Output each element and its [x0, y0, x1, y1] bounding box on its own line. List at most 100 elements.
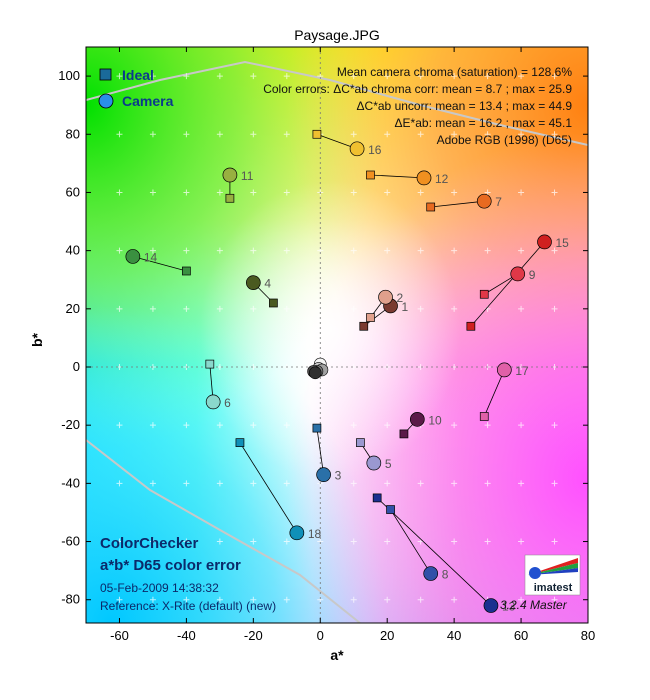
grid-plus [518, 247, 525, 254]
grid-plus [116, 189, 123, 196]
x-axis-ticks: -60 -40 -20 0 20 40 60 80 [110, 47, 595, 643]
grid-plus [551, 596, 558, 603]
grid-plus [149, 422, 156, 429]
ideal-point-5 [356, 438, 365, 447]
camera-point-18 [289, 525, 305, 541]
grid-plus [149, 73, 156, 80]
ideal-point-4 [269, 298, 278, 308]
grid-plus [350, 189, 357, 196]
grid-plus [283, 538, 290, 545]
grid-plus [350, 73, 357, 80]
grid-plus [451, 538, 458, 545]
grid-plus [417, 247, 424, 254]
grid-plus [484, 538, 491, 545]
grid-plus [149, 596, 156, 603]
grid-plus [216, 189, 223, 196]
grid-plus [350, 131, 357, 138]
version-label: 3.2.4 Master [500, 598, 568, 612]
camera-point-3 [316, 467, 331, 482]
gamut-boundary-bottom [86, 439, 361, 623]
info-line-3: ΔC*ab uncorr: mean = 13.4 ; max = 44.9 [357, 99, 573, 113]
grid-plus [350, 422, 357, 429]
grid-plus [183, 73, 190, 80]
grid-plus [149, 247, 156, 254]
camera-point-17 [496, 362, 512, 378]
grid-plus [216, 538, 223, 545]
grid-plus [283, 305, 290, 312]
ideal-point-15 [466, 321, 476, 331]
grid-plus [250, 596, 257, 603]
grid-plus [551, 480, 558, 487]
y-tick-label: 80 [66, 126, 80, 141]
grid-plus [451, 596, 458, 603]
grid-plus [350, 247, 357, 254]
grid-plus [216, 480, 223, 487]
grid-plus [183, 305, 190, 312]
grid-plus [518, 189, 525, 196]
patch-label-10: 10 [428, 413, 442, 427]
error-line-8 [390, 509, 432, 574]
grid-plus [216, 305, 223, 312]
legend-camera-marker [98, 93, 114, 109]
y-tick-label: -20 [61, 417, 80, 432]
grid-plus [116, 305, 123, 312]
grid-plus [551, 189, 558, 196]
grid-plus [484, 189, 491, 196]
grid-plus [116, 480, 123, 487]
x-tick-label: 80 [581, 628, 595, 643]
patch-label-2: 2 [397, 291, 404, 305]
grid-plus [283, 422, 290, 429]
error-line-17 [483, 369, 505, 417]
grid-plus [451, 480, 458, 487]
x-tick-label: 40 [447, 628, 461, 643]
camera-point-2 [378, 289, 393, 305]
camera-point-7 [476, 193, 492, 209]
grid-plus [350, 305, 357, 312]
patch-label-1: 1 [402, 300, 409, 314]
grid-plus [283, 596, 290, 603]
grid-plus [183, 538, 190, 545]
grid-plus [451, 305, 458, 312]
error-line-14 [132, 256, 187, 272]
legend: Ideal Camera [98, 67, 174, 109]
camera-point-6 [205, 394, 221, 410]
grid-plus [551, 247, 558, 254]
grid-plus [551, 538, 558, 545]
grid-plus [216, 422, 223, 429]
y-tick-label: 20 [66, 301, 80, 316]
grid-plus [250, 305, 257, 312]
y-tick-label: 60 [66, 184, 80, 199]
x-tick-label: -60 [110, 628, 129, 643]
ideal-point-2 [366, 313, 375, 322]
grid-plus [484, 247, 491, 254]
ideal-point-6 [205, 359, 215, 369]
grid-plus [551, 131, 558, 138]
chart-title: Paysage.JPG [294, 27, 380, 43]
grid-plus [283, 189, 290, 196]
legend-ideal-label: Ideal [122, 67, 154, 83]
camera-point-10 [409, 412, 425, 427]
legend-camera-label: Camera [122, 93, 174, 109]
grid-plus [518, 131, 525, 138]
camera-markers [125, 141, 552, 613]
x-tick-label: 60 [514, 628, 528, 643]
ideal-point-8 [386, 505, 395, 514]
grid-plus [149, 131, 156, 138]
patch-label-7: 7 [495, 195, 502, 209]
footer-date: 05-Feb-2009 14:38:32 [100, 581, 219, 595]
grid-plus [417, 596, 424, 603]
grid-plus [384, 538, 391, 545]
grid-plus [116, 422, 123, 429]
grid-plus [417, 305, 424, 312]
grid-plus [384, 247, 391, 254]
x-tick-label: -40 [177, 628, 196, 643]
patch-label-9: 9 [529, 268, 536, 282]
camera-point-11 [222, 167, 238, 183]
grid-plus [116, 131, 123, 138]
grid-plus [183, 131, 190, 138]
grid-plus [283, 73, 290, 80]
grid-plus [451, 422, 458, 429]
info-line-2: Color errors: ΔC*ab chroma corr: mean = … [263, 82, 572, 96]
